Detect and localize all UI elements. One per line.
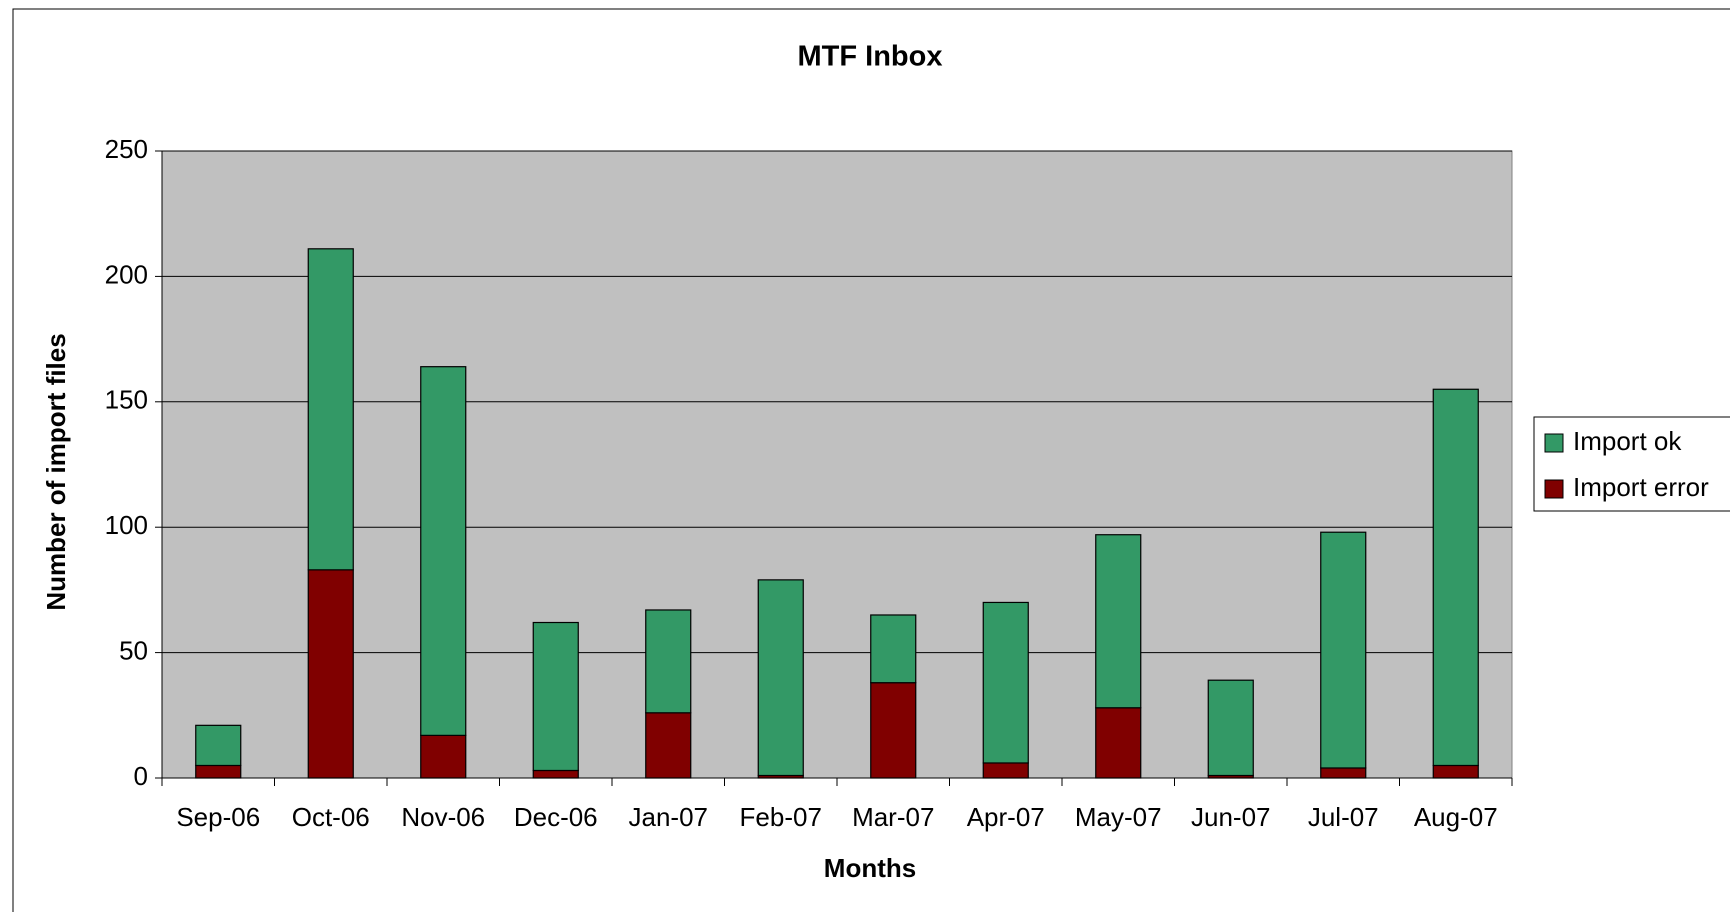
y-tick-label: 200 (105, 259, 148, 289)
bar-segment (195, 724, 242, 767)
bar-segment (982, 601, 1029, 764)
x-tick-label: Oct-06 (292, 802, 370, 832)
bar-segment (532, 769, 579, 779)
bar-segment (195, 764, 242, 779)
bar-segment (870, 682, 917, 779)
legend-label: Import ok (1573, 426, 1682, 456)
y-tick-label: 50 (119, 635, 148, 665)
legend-swatch (1544, 479, 1564, 499)
chart-title: MTF Inbox (798, 41, 943, 73)
bar-segment (982, 762, 1029, 779)
y-tick-label: 0 (134, 761, 148, 791)
bar-segment (645, 712, 692, 779)
bar-segment (870, 614, 917, 684)
x-tick-label: Apr-07 (967, 802, 1045, 832)
x-tick-label: Aug-07 (1414, 802, 1498, 832)
plot-area (161, 150, 1513, 779)
x-tick-label: May-07 (1075, 802, 1162, 832)
bar-segment (1320, 767, 1367, 779)
legend-box (1533, 416, 1730, 512)
bar-segment (1432, 764, 1479, 779)
x-axis-title: Months (824, 853, 916, 883)
bar-segment (1095, 707, 1142, 779)
bar-segment (757, 579, 804, 777)
x-tick-label: Jun-07 (1191, 802, 1271, 832)
x-tick-label: Jul-07 (1308, 802, 1379, 832)
x-tick-label: Feb-07 (740, 802, 822, 832)
bar-segment (420, 734, 467, 779)
x-tick-label: Sep-06 (176, 802, 260, 832)
bar-segment (307, 248, 354, 571)
bar-segment (645, 609, 692, 714)
bar-segment (1432, 388, 1479, 767)
y-tick-label: 250 (105, 134, 148, 164)
bar-segment (1207, 679, 1254, 777)
y-tick-label: 100 (105, 510, 148, 540)
bar-segment (532, 621, 579, 772)
bar-segment (1095, 534, 1142, 709)
bar-segment (420, 366, 467, 736)
x-tick-label: Nov-06 (401, 802, 485, 832)
x-tick-label: Mar-07 (852, 802, 934, 832)
bar-segment (1320, 531, 1367, 769)
x-tick-label: Jan-07 (629, 802, 709, 832)
legend-label: Import error (1573, 472, 1709, 502)
x-tick-label: Dec-06 (514, 802, 598, 832)
y-tick-label: 150 (105, 385, 148, 415)
legend-swatch (1544, 433, 1564, 453)
y-axis-title: Number of import files (41, 333, 71, 610)
bar-segment (307, 569, 354, 779)
